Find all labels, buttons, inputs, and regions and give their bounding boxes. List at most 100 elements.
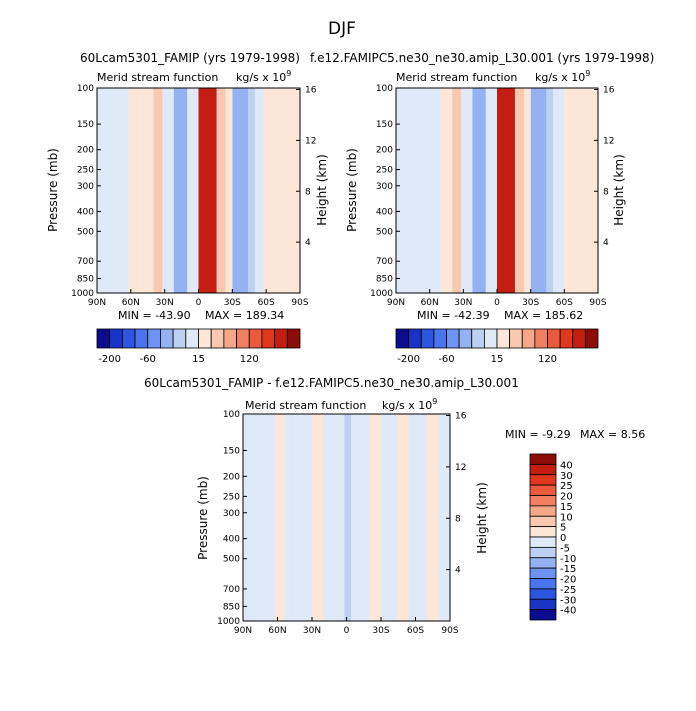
colorbar-label: -15 — [560, 564, 576, 575]
contour-band — [225, 88, 233, 293]
x-tick-label: 0 — [196, 298, 202, 308]
x-tick-label: 30N — [156, 298, 174, 308]
panel-3-plot: 90N 60N 30N 0 30S 60S 90S 100 150 200 250 300 400 500… — [217, 410, 467, 636]
y-tick-label: 400 — [223, 535, 240, 545]
contour-band — [523, 88, 531, 293]
colorbar-label: 25 — [560, 481, 573, 492]
contour-band — [485, 88, 497, 293]
y-right-tick-label: 12 — [603, 136, 614, 146]
colorbar-swatch — [223, 328, 237, 349]
y-tick-label: 250 — [376, 166, 393, 176]
colorbar-swatch — [529, 557, 557, 569]
colorbar-label: 120 — [240, 354, 259, 365]
colorbar-swatch — [395, 328, 410, 349]
y-tick-label: 300 — [77, 182, 94, 192]
contour-band — [153, 88, 163, 293]
colorbar-swatch — [529, 474, 557, 486]
x-tick-label: 30N — [454, 298, 472, 308]
colorbar-swatch — [496, 328, 511, 349]
panel-2-field-label: Merid stream function — [396, 71, 517, 84]
panel-2: f.e12.FAMIPC5.ne30_ne30.amip_L30.001 (yr… — [310, 51, 654, 365]
colorbar-label: -30 — [560, 595, 576, 606]
colorbar-swatch — [529, 578, 557, 590]
colorbar-swatch — [529, 567, 557, 579]
panel-1-y-axis-label: Pressure (mb) — [46, 148, 60, 232]
y-tick-label: 100 — [223, 410, 240, 420]
contour-band — [335, 414, 345, 621]
y-tick-label: 500 — [376, 227, 393, 237]
colorbar-swatch — [529, 609, 557, 621]
colorbar-swatch — [121, 328, 136, 349]
x-tick-label: 60S — [407, 626, 424, 636]
x-tick-label: 90S — [589, 298, 606, 308]
colorbar-swatch — [286, 328, 301, 349]
y-tick-label: 200 — [77, 146, 94, 156]
contour-band — [232, 88, 249, 293]
colorbar-swatch — [109, 328, 123, 349]
x-tick-label: 0 — [494, 298, 500, 308]
y-tick-label: 500 — [223, 555, 240, 565]
panel-1-field-label: Merid stream function — [97, 71, 218, 84]
panel-2-y-right-label: Height (km) — [612, 154, 626, 225]
panel-1: 60Lcam5301_FAMIP (yrs 1979-1998) Merid s… — [46, 51, 329, 365]
x-tick-label: 30S — [372, 626, 389, 636]
panel-3-y-axis-label: Pressure (mb) — [196, 476, 210, 560]
x-tick-label: 60S — [258, 298, 275, 308]
contour-band — [275, 414, 285, 621]
y-right-tick-label: 4 — [305, 238, 311, 248]
y-tick-label: 1000 — [370, 289, 393, 299]
colorbar-label: 120 — [538, 354, 557, 365]
y-tick-label: 700 — [376, 257, 393, 267]
colorbar-swatch — [529, 598, 557, 611]
panel-3-y-right-label: Height (km) — [475, 482, 489, 553]
contour-band — [295, 414, 312, 621]
colorbar-swatch — [458, 328, 473, 349]
contour-band — [243, 414, 276, 621]
contour-band — [323, 414, 335, 621]
x-tick-label: 90N — [88, 298, 106, 308]
colorbar-label: -25 — [560, 585, 576, 596]
colorbar-swatch — [547, 328, 561, 349]
colorbar-swatch — [529, 505, 557, 517]
y-tick-label: 250 — [223, 492, 240, 502]
colorbar-swatch — [529, 515, 557, 528]
colorbar-swatch — [584, 328, 599, 349]
panel-3-max: MAX = 8.56 — [580, 428, 645, 441]
colorbar-swatch — [433, 328, 447, 349]
y-right-tick-label: 4 — [455, 566, 461, 576]
panel-2-max: MAX = 185.62 — [504, 309, 583, 322]
contour-band — [216, 88, 226, 293]
contour-band — [97, 88, 129, 293]
y-tick-label: 700 — [77, 257, 94, 267]
y-tick-label: 400 — [77, 207, 94, 217]
contour-band — [546, 88, 554, 293]
contour-band — [128, 88, 140, 293]
colorbar-swatch — [529, 526, 557, 538]
contour-band — [187, 88, 199, 293]
colorbar-label: 5 — [560, 523, 566, 534]
colorbar-swatch — [559, 328, 574, 349]
colorbar-label: 15 — [491, 354, 504, 365]
y-tick-label: 100 — [77, 84, 94, 94]
contour-band — [198, 88, 217, 293]
contour-band — [438, 414, 450, 621]
y-tick-label: 250 — [77, 166, 94, 176]
page-title: DJF — [328, 19, 356, 39]
x-tick-label: 30S — [224, 298, 241, 308]
colorbar-label: -60 — [438, 354, 454, 365]
colorbar-label: -10 — [560, 554, 576, 565]
x-tick-label: 60N — [268, 626, 286, 636]
contour-band — [497, 88, 515, 293]
panel-1-min: MIN = -43.90 — [118, 309, 191, 322]
y-tick-label: 150 — [223, 446, 240, 456]
contour-band — [564, 88, 598, 293]
colorbar-label: 0 — [560, 533, 566, 544]
colorbar-swatch — [198, 328, 212, 349]
colorbar-label: 30 — [560, 471, 573, 482]
colorbar-swatch — [408, 328, 422, 349]
y-tick-label: 850 — [77, 275, 94, 285]
y-right-tick-label: 16 — [603, 86, 615, 96]
colorbar-swatch — [96, 328, 111, 349]
